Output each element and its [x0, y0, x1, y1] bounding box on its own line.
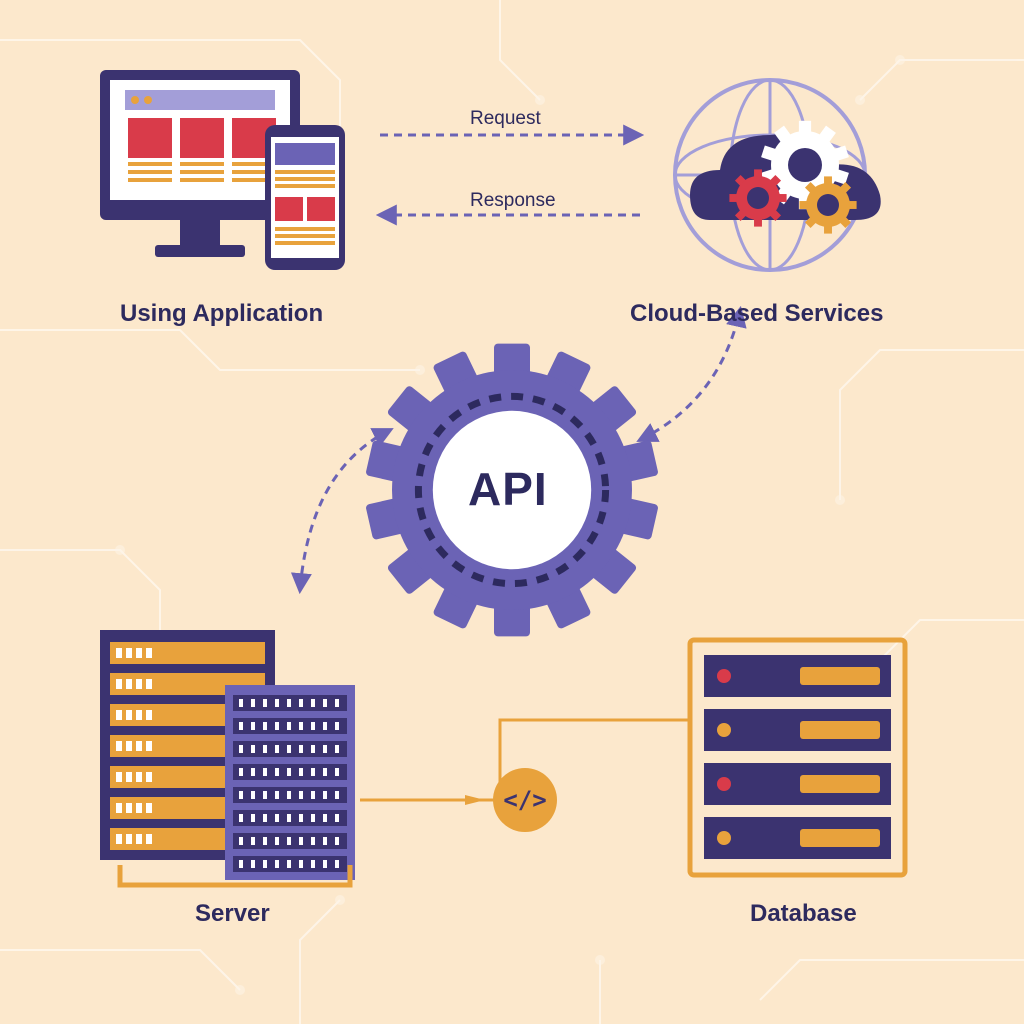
- edge-label-response: Response: [470, 190, 556, 212]
- node-label-app: Using Application: [120, 300, 323, 328]
- svg-text:</>: </>: [503, 786, 546, 814]
- edge-label-request: Request: [470, 108, 541, 130]
- node-label-server: Server: [195, 900, 270, 928]
- diagram-canvas: </> Using Application Cloud-Based Servic…: [0, 0, 1024, 1024]
- node-label-db: Database: [750, 900, 857, 928]
- api-center-label: API: [468, 462, 548, 516]
- node-label-cloud: Cloud-Based Services: [630, 300, 883, 328]
